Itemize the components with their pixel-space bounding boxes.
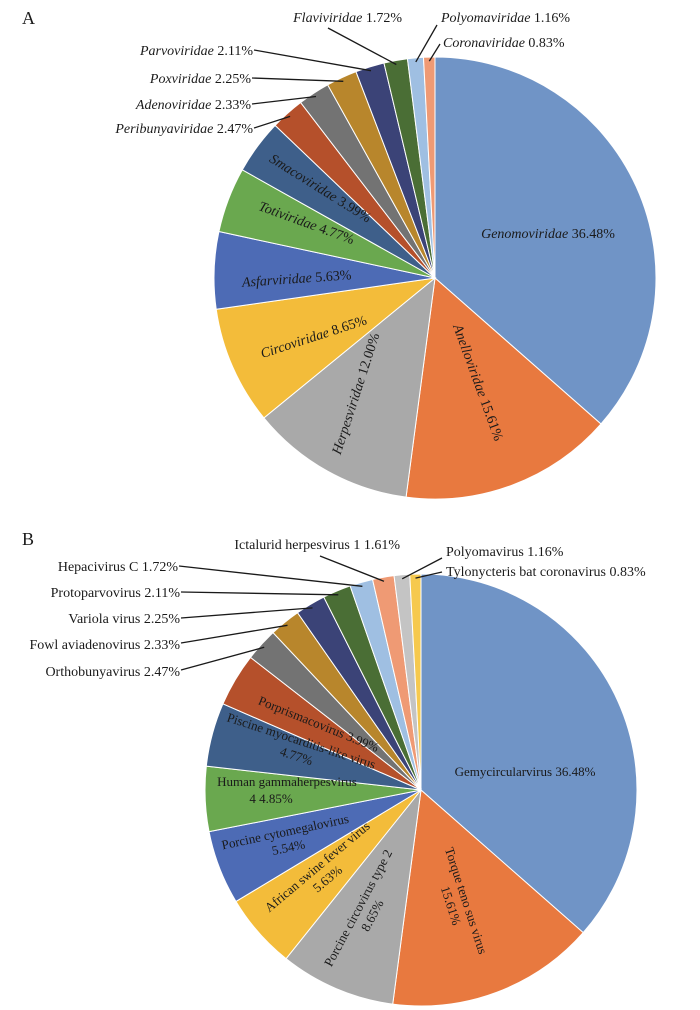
pie-a-leader-adenoviridae xyxy=(251,95,317,105)
pie-b-label-tylonycteris-bat-coronavirus: Tylonycteris bat coronavirus 0.83% xyxy=(446,565,646,580)
pie-a-leader-peribunyaviridae xyxy=(253,115,291,129)
pie-b-label-human-gammaherpesvirus-4: Human gammaherpesvirus 4 4.85% xyxy=(217,774,357,806)
pie-a-leader-polyomaviridae xyxy=(415,24,438,63)
pie-a-label-poxviridae: Poxviridae 2.25% xyxy=(149,72,251,87)
pie-a-label-parvoviridae: Parvoviridae 2.11% xyxy=(139,44,253,59)
pie-chart-a: Genomoviridae 36.48%Anelloviridae 15.61%… xyxy=(114,11,657,500)
pie-a-slice-circoviridae xyxy=(215,277,437,419)
pie-b-leader-protoparvovirus xyxy=(180,591,339,596)
panel-label-b: B xyxy=(22,529,34,549)
pie-b-label-protoparvovirus: Protoparvovirus 2.11% xyxy=(51,586,181,601)
pie-b-slice-gemycircularvirus xyxy=(420,573,638,934)
pie-b-slice-porcine-circovirus-type-2 xyxy=(285,788,422,1005)
pie-a-leader-flaviviridae xyxy=(327,27,397,66)
pie-a-label-genomoviridae: Genomoviridae 36.48% xyxy=(481,227,615,242)
pie-a-label-adenoviridae: Adenoviridae 2.33% xyxy=(135,98,251,113)
pie-b-leader-hepacivirus-c xyxy=(178,565,363,587)
pie-b-label-gemycircularvirus: Gemycircularvirus 36.48% xyxy=(455,764,596,779)
pie-b-leader-polyomavirus xyxy=(401,557,443,580)
pie-a-label-peribunyaviridae: Peribunyaviridae 2.47% xyxy=(114,122,253,137)
pie-a-slice-coronaviridae xyxy=(422,56,436,279)
pie-b-leader-ictalurid-herpesvirus-1 xyxy=(319,555,385,582)
pie-b-label-ictalurid-herpesvirus-1: Ictalurid herpesvirus 1 1.61% xyxy=(234,538,400,553)
pie-b-leader-tylonycteris-bat-coronavirus xyxy=(415,571,443,579)
pie-a-leader-poxviridae xyxy=(251,77,344,82)
pie-b-leader-fowl-aviadenovirus xyxy=(180,624,288,644)
pie-chart-b: Gemycircularvirus 36.48%Porprismacovirus… xyxy=(30,538,646,1007)
pie-b-label-fowl-aviadenovirus: Fowl aviadenovirus 2.33% xyxy=(30,638,181,653)
panel-label-a: A xyxy=(22,8,35,28)
pie-b-slice-torque-teno-sus-virus xyxy=(392,789,584,1007)
pie-b-label-hepacivirus-c: Hepacivirus C 1.72% xyxy=(58,560,178,575)
pie-b-label-polyomavirus: Polyomavirus 1.16% xyxy=(446,545,564,560)
pie-a-label-asfarviridae: Asfarviridae 5.63% xyxy=(241,268,353,291)
pie-b-label-variola-virus: Variola virus 2.25% xyxy=(68,612,180,627)
pie-a-slice-herpesviridae xyxy=(263,276,436,498)
pie-a-label-coronaviridae: Coronaviridae 0.83% xyxy=(443,36,565,51)
pie-a-slice-anelloviridae xyxy=(405,277,602,500)
pie-a-leader-coronaviridae xyxy=(428,43,441,62)
pie-a-label-polyomaviridae: Polyomaviridae 1.16% xyxy=(440,11,570,26)
pie-b-leader-variola-virus xyxy=(180,607,313,619)
pie-a-slice-genomoviridae xyxy=(434,56,657,425)
pie-b-leader-orthobunyavirus xyxy=(180,646,265,671)
pie-a-label-flaviviridae: Flaviviridae 1.72% xyxy=(292,11,402,26)
pie-b-label-orthobunyavirus: Orthobunyavirus 2.47% xyxy=(45,665,180,680)
pie-a-leader-parvoviridae xyxy=(253,49,372,72)
